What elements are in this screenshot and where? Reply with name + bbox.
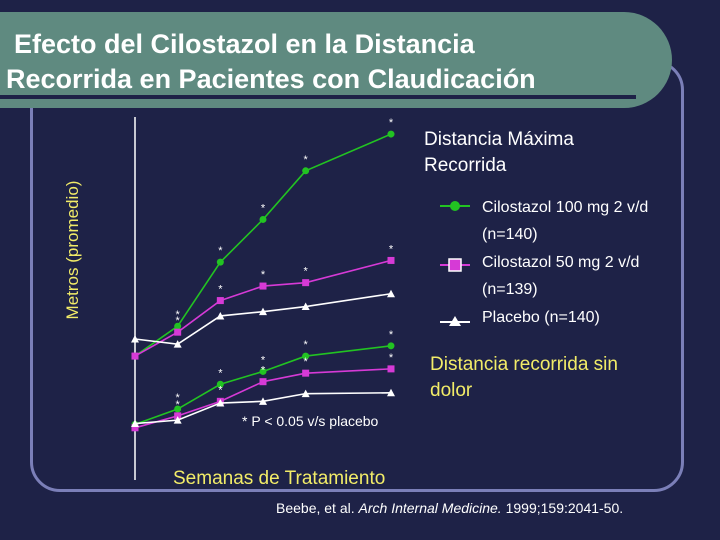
series-line-g0-s2 — [134, 292, 392, 345]
data-point-g1-s0-4 — [302, 352, 310, 360]
data-point-g1-s2-5 — [387, 388, 395, 397]
series-line-g0-s1 — [134, 259, 392, 357]
data-point-g1-s2-4 — [301, 389, 310, 398]
data-point-g0-s1-5 — [387, 256, 395, 264]
series-line-g0-s0 — [134, 133, 392, 357]
legend-title-max-distance: Distancia Máxima Recorrida — [424, 127, 644, 179]
legend-label-cilostazol-50: Cilostazol 50 mg 2 v/d — [482, 254, 640, 271]
significance-star-g0-s1-1: * — [176, 315, 181, 327]
significance-star-g1-s1-5: * — [389, 352, 394, 364]
legend-item-cilostazol-100: Cilostazol 100 mg 2 v/d (n=140) — [482, 194, 702, 248]
citation-authors: Beebe, et al. — [276, 500, 355, 516]
series-line-g1-s2 — [134, 391, 392, 425]
significance-star-g0-s1-5: * — [389, 243, 394, 255]
legend-marker-2 — [449, 316, 461, 326]
data-point-g1-s2-2 — [216, 399, 225, 407]
data-point-g1-s1-5 — [387, 365, 395, 373]
data-point-g0-s2-4 — [301, 302, 310, 311]
legend-n-cilostazol-50: (n=139) — [482, 281, 538, 298]
significance-star-g0-s1-2: * — [218, 284, 223, 296]
data-point-g1-s2-3 — [259, 397, 267, 405]
data-point-g0-s2-0 — [131, 335, 139, 343]
legend-title-text: Distancia Máxima Recorrida — [424, 129, 574, 176]
significance-star-g0-s0-3: * — [261, 202, 266, 214]
y-axis-label: Metros (promedio) — [63, 180, 82, 320]
data-point-g0-s1-4 — [302, 279, 310, 287]
data-point-g0-s1-3 — [259, 282, 267, 290]
data-point-g0-s2-2 — [216, 311, 225, 320]
data-point-g1-s0-3 — [259, 367, 267, 375]
slide-title-line2: Recorrida en Pacientes con Claudicación — [6, 64, 536, 94]
data-point-g1-s1-0 — [131, 424, 139, 432]
data-point-g0-s0-3 — [259, 215, 267, 223]
data-point-g1-s0-1 — [174, 405, 182, 413]
data-point-g1-s2-0 — [131, 419, 139, 428]
significance-star-g1-s1-2: * — [218, 384, 223, 396]
legend-item-placebo: Placebo (n=140) — [482, 304, 702, 331]
series-line-g1-s1 — [134, 368, 392, 429]
title-banner — [0, 12, 672, 108]
group-title-pain-free: Distancia recorrida sin dolor — [430, 352, 690, 404]
data-point-g0-s0-2 — [216, 258, 224, 266]
significance-note-text: * P < 0.05 v/s placebo — [242, 413, 379, 429]
data-point-g0-s2-1 — [173, 340, 182, 348]
significance-star-g0-s0-1: * — [176, 309, 181, 321]
data-point-g1-s0-5 — [387, 342, 395, 350]
data-point-g1-s1-1 — [174, 412, 182, 420]
significance-star-g1-s1-4: * — [304, 356, 309, 368]
significance-star-g1-s0-3: * — [261, 354, 266, 366]
data-point-g0-s1-1 — [174, 328, 182, 336]
x-axis-label: Semanas de Tratamiento — [173, 468, 386, 489]
data-point-g0-s0-4 — [302, 167, 310, 175]
data-point-g0-s0-1 — [174, 322, 182, 330]
significance-star-g0-s0-5: * — [389, 117, 394, 129]
data-point-g0-s0-5 — [387, 130, 395, 138]
series-line-g1-s0 — [134, 345, 392, 426]
significance-star-g0-s1-3: * — [261, 269, 266, 281]
legend-marker-1 — [448, 258, 462, 272]
data-point-g0-s2-3 — [259, 307, 267, 316]
significance-star-g0-s0-4: * — [304, 154, 309, 166]
data-point-g0-s1-0 — [131, 352, 139, 360]
citation: Beebe, et al. Arch Internal Medicine. 19… — [276, 500, 623, 516]
data-point-g1-s1-4 — [302, 369, 310, 377]
significance-star-g1-s0-5: * — [389, 329, 394, 341]
significance-star-g1-s0-4: * — [304, 339, 309, 351]
data-point-g0-s2-5 — [387, 289, 395, 298]
legend-item-cilostazol-50: Cilostazol 50 mg 2 v/d (n=139) — [482, 249, 702, 303]
significance-star-g1-s1-3: * — [261, 365, 266, 377]
group-title-pain-free-text: Distancia recorrida sin dolor — [430, 354, 618, 401]
citation-journal: Arch Internal Medicine. — [358, 500, 502, 516]
legend-marker-0 — [450, 201, 460, 211]
significance-note: * P < 0.05 v/s placebo — [242, 413, 378, 429]
legend-label-cilostazol-100: Cilostazol 100 mg 2 v/d — [482, 199, 649, 216]
significance-star-g1-s0-1: * — [176, 392, 181, 404]
significance-star-g1-s1-1: * — [176, 399, 181, 411]
data-point-g0-s1-2 — [216, 297, 224, 305]
data-point-g1-s2-1 — [173, 416, 182, 424]
significance-star-g0-s1-4: * — [304, 266, 309, 278]
citation-reference: 1999;159:2041-50. — [505, 500, 624, 516]
significance-star-g0-s0-2: * — [218, 245, 223, 257]
data-point-g1-s0-2 — [216, 380, 224, 388]
title-underline — [0, 95, 636, 99]
significance-star-g1-s0-2: * — [218, 367, 223, 379]
legend-label-placebo: Placebo (n=140) — [482, 309, 600, 326]
data-point-g1-s1-3 — [259, 378, 267, 386]
legend-n-cilostazol-100: (n=140) — [482, 226, 538, 243]
slide-title-line1: Efecto del Cilostazol en la Distancia — [14, 29, 475, 59]
